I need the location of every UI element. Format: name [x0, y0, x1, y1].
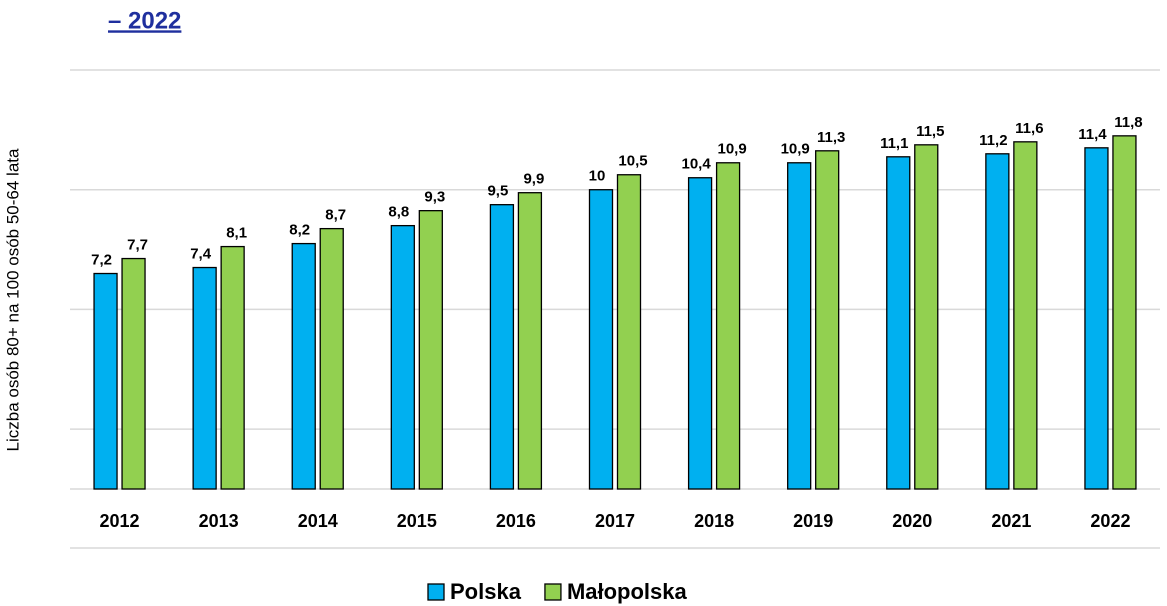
legend-label: Polska: [450, 579, 522, 604]
x-tick-label: 2016: [496, 511, 536, 531]
legend-label: Małopolska: [567, 579, 688, 604]
x-tick-label: 2013: [199, 511, 239, 531]
legend-swatch: [544, 583, 562, 601]
bar: [291, 242, 316, 490]
chart-title: – 2022: [108, 7, 181, 34]
data-label: 10,9: [717, 141, 746, 158]
data-label: 8,8: [388, 204, 409, 221]
data-label: 9,3: [424, 189, 445, 206]
data-label: 10,9: [781, 141, 810, 158]
bar: [787, 162, 812, 490]
bar: [121, 257, 146, 490]
bar: [687, 177, 713, 490]
legend-swatch: [427, 583, 445, 601]
bar: [815, 150, 840, 490]
bar: [489, 204, 515, 490]
data-label: 11,3: [817, 129, 845, 146]
bar: [192, 266, 217, 490]
x-tick-label: 2015: [397, 511, 437, 531]
x-tick-label: 2017: [595, 511, 635, 531]
data-label: 11,8: [1114, 114, 1142, 131]
bar: [588, 189, 614, 490]
data-label: 11,5: [916, 123, 944, 140]
data-label: 7,7: [127, 237, 148, 254]
data-label: 8,2: [289, 222, 310, 239]
bar: [715, 162, 741, 490]
bar: [1084, 147, 1109, 490]
bar: [220, 245, 245, 490]
bar: [319, 227, 344, 490]
x-tick-label: 2014: [298, 511, 338, 531]
data-label: 9,5: [487, 183, 508, 200]
y-axis-label: Liczba osób 80+ na 100 osób 50-64 lata: [3, 148, 22, 451]
x-tick-label: 2018: [694, 511, 734, 531]
data-label: 11,6: [1015, 120, 1043, 137]
x-tick-label: 2021: [991, 511, 1031, 531]
data-label: 11,2: [979, 132, 1007, 149]
bar: [418, 210, 443, 490]
bar: [914, 144, 939, 490]
bar: [517, 192, 543, 490]
bar: [390, 224, 415, 490]
data-label: 8,1: [226, 225, 247, 242]
x-tick-label: 2022: [1090, 511, 1130, 531]
x-tick-label: 2012: [100, 511, 140, 531]
data-label: 11,4: [1078, 126, 1107, 143]
data-label: 10: [589, 168, 606, 185]
bar: [886, 156, 911, 490]
data-label: 10,4: [681, 156, 711, 173]
data-label: 8,7: [325, 207, 346, 224]
data-label: 10,5: [618, 153, 647, 170]
data-label: 11,1: [880, 135, 908, 152]
data-label: 9,9: [523, 171, 544, 188]
bar: [616, 174, 642, 490]
bar: [1112, 135, 1137, 490]
data-label: 7,4: [190, 245, 212, 262]
x-tick-label: 2020: [892, 511, 932, 531]
x-tick-label: 2019: [793, 511, 833, 531]
bar: [1013, 141, 1038, 490]
data-label: 7,2: [91, 251, 112, 268]
bar: [93, 272, 118, 490]
bar: [985, 153, 1010, 490]
